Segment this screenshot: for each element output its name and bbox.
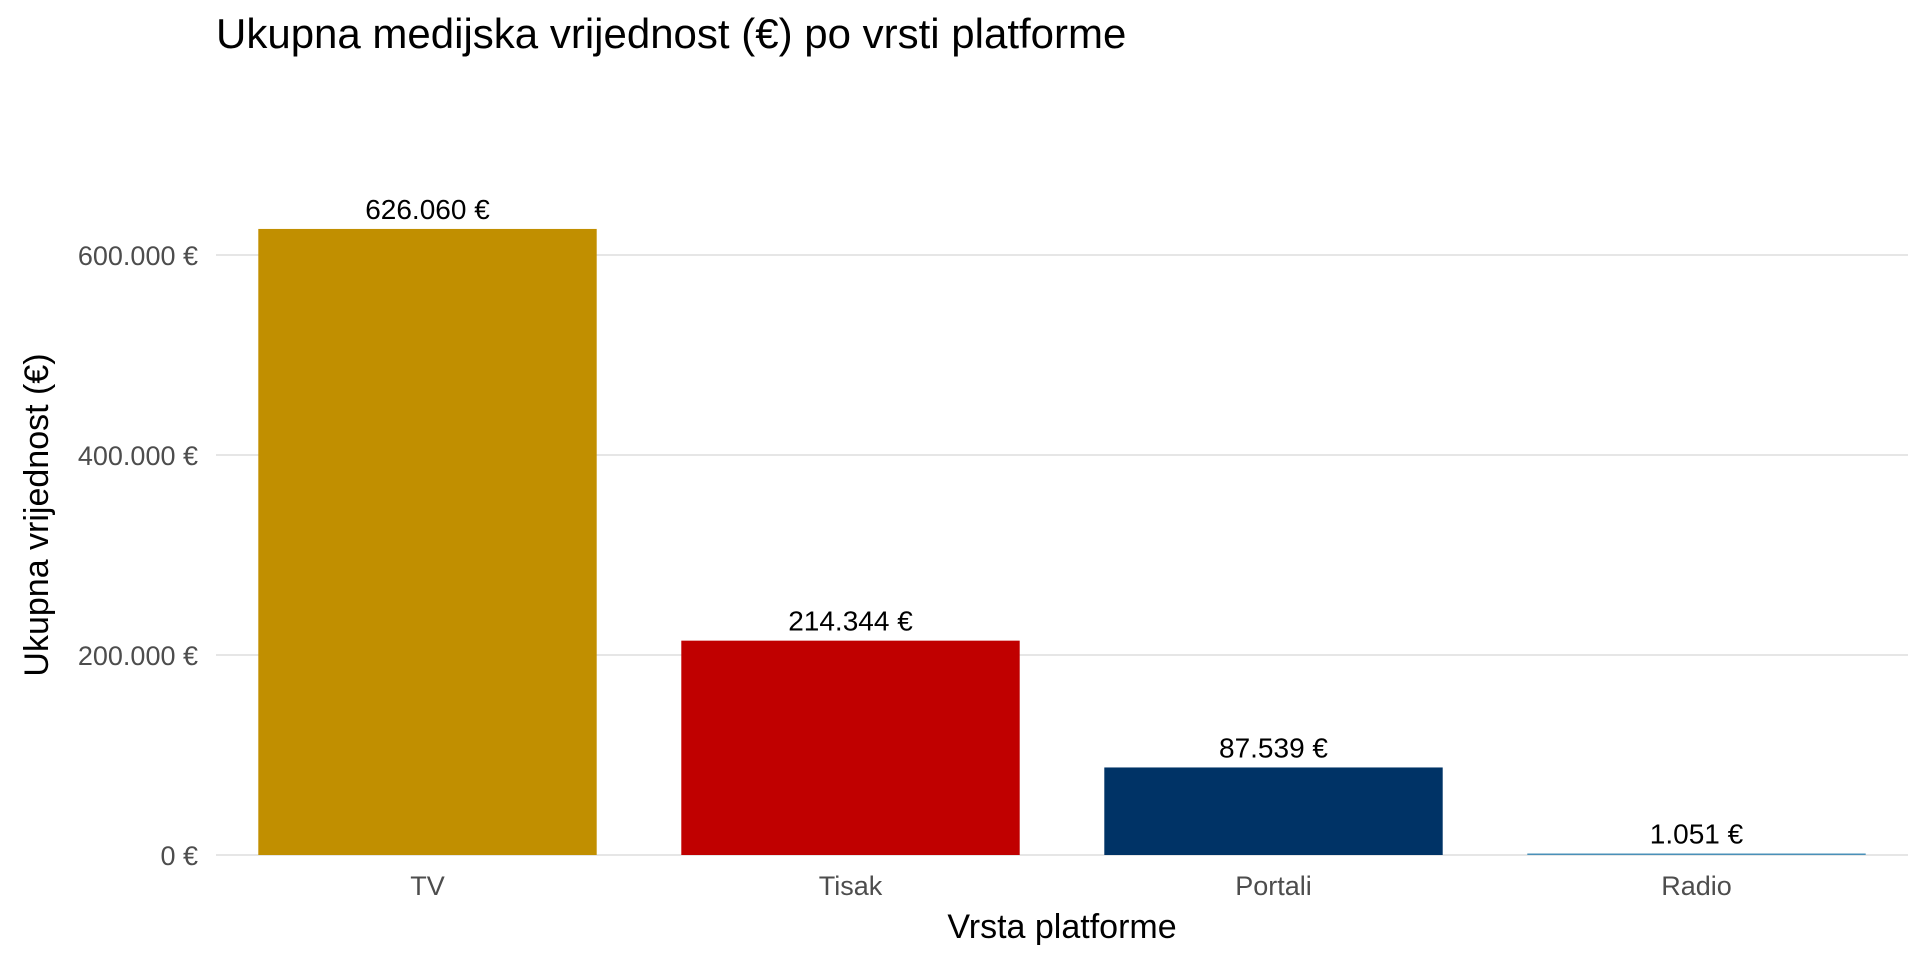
y-tick-label: 200.000 €	[78, 641, 198, 671]
data-label-tisak: 214.344 €	[788, 606, 913, 637]
x-tick-label: Portali	[1235, 871, 1312, 901]
data-label-radio: 1.051 €	[1650, 819, 1744, 850]
y-tick-label: 600.000 €	[78, 241, 198, 271]
data-labels: 626.060 € 214.344 € 87.539 € 1.051 €	[365, 194, 1743, 850]
bar-radio	[1527, 853, 1866, 855]
y-axis-title: Ukupna vrijednost (€)	[18, 353, 56, 676]
x-tick-label: Radio	[1661, 871, 1732, 901]
y-tick-label: 0 €	[160, 841, 198, 871]
x-axis-ticks: TV Tisak Portali Radio	[410, 871, 1732, 901]
x-tick-label: Tisak	[819, 871, 883, 901]
bars	[258, 228, 1866, 855]
y-tick-label: 400.000 €	[78, 441, 198, 471]
x-tick-label: TV	[410, 871, 445, 901]
bar-tisak	[681, 640, 1020, 855]
chart-title: Ukupna medijska vrijednost (€) po vrsti …	[216, 10, 1127, 57]
data-label-portali: 87.539 €	[1219, 732, 1328, 763]
y-axis-ticks: 0 € 200.000 € 400.000 € 600.000 €	[78, 241, 198, 871]
data-label-tv: 626.060 €	[365, 194, 490, 225]
bar-portali	[1104, 767, 1443, 855]
bar-tv	[258, 228, 597, 855]
x-axis-title: Vrsta platforme	[947, 908, 1176, 946]
